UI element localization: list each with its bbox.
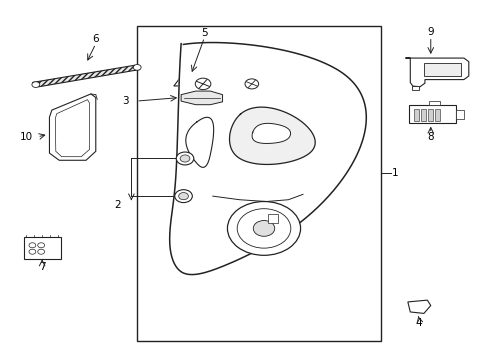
Bar: [427, 109, 432, 121]
Bar: [434, 109, 439, 121]
Polygon shape: [407, 300, 430, 314]
Text: 2: 2: [114, 200, 121, 210]
Circle shape: [174, 190, 192, 203]
Circle shape: [180, 155, 189, 162]
Polygon shape: [405, 58, 468, 87]
Circle shape: [29, 249, 36, 254]
Bar: [267, 214, 277, 223]
Circle shape: [32, 82, 40, 87]
Text: 5: 5: [201, 28, 207, 38]
Bar: [428, 101, 439, 105]
Polygon shape: [173, 76, 209, 86]
Polygon shape: [185, 117, 213, 167]
Text: 10: 10: [20, 132, 33, 142]
Bar: [137, 26, 380, 341]
Circle shape: [237, 209, 290, 248]
Polygon shape: [169, 42, 366, 275]
Circle shape: [244, 79, 258, 89]
Polygon shape: [229, 107, 315, 165]
Bar: [408, 105, 455, 123]
Bar: [455, 110, 464, 119]
Circle shape: [176, 152, 193, 165]
Circle shape: [29, 243, 36, 248]
Text: 7: 7: [39, 262, 45, 272]
Text: 4: 4: [415, 318, 422, 328]
Circle shape: [195, 78, 210, 90]
Circle shape: [38, 243, 44, 248]
Bar: [413, 109, 418, 121]
Circle shape: [178, 193, 188, 200]
Bar: [420, 109, 425, 121]
Polygon shape: [252, 123, 290, 144]
Circle shape: [133, 64, 141, 70]
Bar: [24, 237, 61, 259]
Circle shape: [227, 202, 300, 255]
Text: 9: 9: [427, 27, 433, 37]
Circle shape: [38, 249, 44, 254]
Text: 6: 6: [92, 35, 99, 44]
Polygon shape: [32, 65, 140, 87]
Polygon shape: [49, 94, 96, 160]
Polygon shape: [181, 91, 222, 105]
Text: 8: 8: [427, 132, 433, 142]
Circle shape: [253, 221, 274, 236]
Bar: [423, 63, 460, 76]
Text: 1: 1: [390, 168, 397, 178]
Polygon shape: [411, 86, 418, 90]
Text: 3: 3: [122, 96, 128, 106]
